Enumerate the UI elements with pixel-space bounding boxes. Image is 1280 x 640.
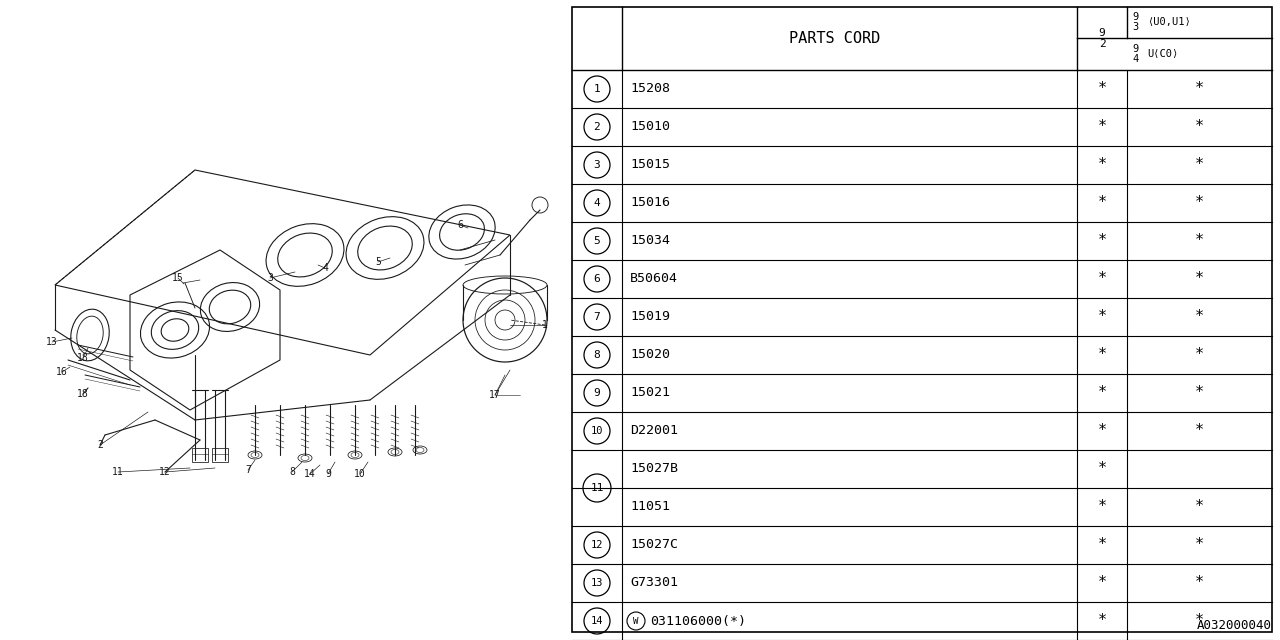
Text: 6: 6	[594, 274, 600, 284]
Text: 2: 2	[97, 440, 102, 450]
Text: *: *	[1196, 157, 1204, 173]
Text: 15208: 15208	[630, 83, 669, 95]
Text: 8: 8	[289, 467, 294, 477]
Text: 18: 18	[77, 389, 88, 399]
Text: 11051: 11051	[630, 500, 669, 513]
Text: 031106000(*): 031106000(*)	[650, 614, 746, 627]
Text: *: *	[1097, 461, 1107, 477]
Text: *: *	[1196, 348, 1204, 362]
Text: *: *	[1196, 575, 1204, 591]
Text: B50604: B50604	[630, 273, 678, 285]
Text: *: *	[1097, 157, 1107, 173]
Bar	[572, 7, 1272, 632]
Text: 1: 1	[541, 320, 548, 330]
Text: 6: 6	[457, 220, 463, 230]
Text: 12: 12	[159, 467, 170, 477]
Text: G73301: G73301	[630, 577, 678, 589]
Text: *: *	[1097, 195, 1107, 211]
Text: 13: 13	[591, 578, 603, 588]
Text: 3: 3	[268, 273, 273, 283]
Text: A032000040: A032000040	[1197, 619, 1272, 632]
Text: *: *	[1196, 81, 1204, 97]
Text: ⟨U0,U1⟩: ⟨U0,U1⟩	[1147, 17, 1190, 27]
Text: 10: 10	[591, 426, 603, 436]
Text: 9
2: 9 2	[1098, 28, 1106, 49]
Text: 11: 11	[590, 483, 604, 493]
Text: D22001: D22001	[630, 424, 678, 438]
Text: 7: 7	[594, 312, 600, 322]
Text: W: W	[634, 616, 639, 625]
Text: 15015: 15015	[630, 159, 669, 172]
Text: *: *	[1196, 271, 1204, 287]
Text: *: *	[1196, 499, 1204, 515]
Text: 15021: 15021	[630, 387, 669, 399]
Text: *: *	[1097, 348, 1107, 362]
Text: 13: 13	[46, 337, 58, 347]
Text: *: *	[1097, 310, 1107, 324]
Text: *: *	[1097, 499, 1107, 515]
Text: *: *	[1097, 614, 1107, 628]
Text: 7: 7	[244, 465, 251, 475]
Text: 10: 10	[355, 469, 366, 479]
Text: 15019: 15019	[630, 310, 669, 323]
Text: 9: 9	[594, 388, 600, 398]
Text: *: *	[1097, 424, 1107, 438]
Text: *: *	[1097, 538, 1107, 552]
Text: *: *	[1097, 271, 1107, 287]
Text: 15027C: 15027C	[630, 538, 678, 552]
Text: *: *	[1097, 575, 1107, 591]
Text: 8: 8	[594, 350, 600, 360]
Bar	[212, 448, 228, 462]
Text: *: *	[1196, 385, 1204, 401]
Text: 9
3: 9 3	[1132, 12, 1138, 32]
Text: 18: 18	[77, 353, 88, 363]
Text: *: *	[1097, 234, 1107, 248]
Text: PARTS CORD: PARTS CORD	[788, 31, 881, 46]
Text: *: *	[1097, 120, 1107, 134]
Text: 2: 2	[594, 122, 600, 132]
Text: 15020: 15020	[630, 349, 669, 362]
Text: 1: 1	[594, 84, 600, 94]
Text: 15: 15	[172, 273, 184, 283]
Text: 3: 3	[594, 160, 600, 170]
Text: U⟨C0⟩: U⟨C0⟩	[1147, 49, 1179, 59]
Text: 5: 5	[375, 257, 381, 267]
Text: 11: 11	[113, 467, 124, 477]
Text: 9: 9	[325, 469, 332, 479]
Text: 16: 16	[56, 367, 68, 377]
Text: *: *	[1196, 538, 1204, 552]
Text: 15034: 15034	[630, 234, 669, 248]
Text: *: *	[1196, 424, 1204, 438]
Text: *: *	[1196, 195, 1204, 211]
Text: 9
4: 9 4	[1132, 44, 1138, 64]
Text: 15010: 15010	[630, 120, 669, 134]
Text: *: *	[1097, 81, 1107, 97]
Text: *: *	[1196, 310, 1204, 324]
Text: 14: 14	[305, 469, 316, 479]
Text: *: *	[1196, 120, 1204, 134]
Text: 12: 12	[591, 540, 603, 550]
Text: 17: 17	[489, 390, 500, 400]
Bar	[192, 448, 207, 462]
Text: 4: 4	[323, 263, 328, 273]
Text: *: *	[1196, 234, 1204, 248]
Text: 5: 5	[594, 236, 600, 246]
Text: 15027B: 15027B	[630, 463, 678, 476]
Text: 14: 14	[591, 616, 603, 626]
Text: 15016: 15016	[630, 196, 669, 209]
Text: 4: 4	[594, 198, 600, 208]
Text: *: *	[1196, 614, 1204, 628]
Text: *: *	[1097, 385, 1107, 401]
